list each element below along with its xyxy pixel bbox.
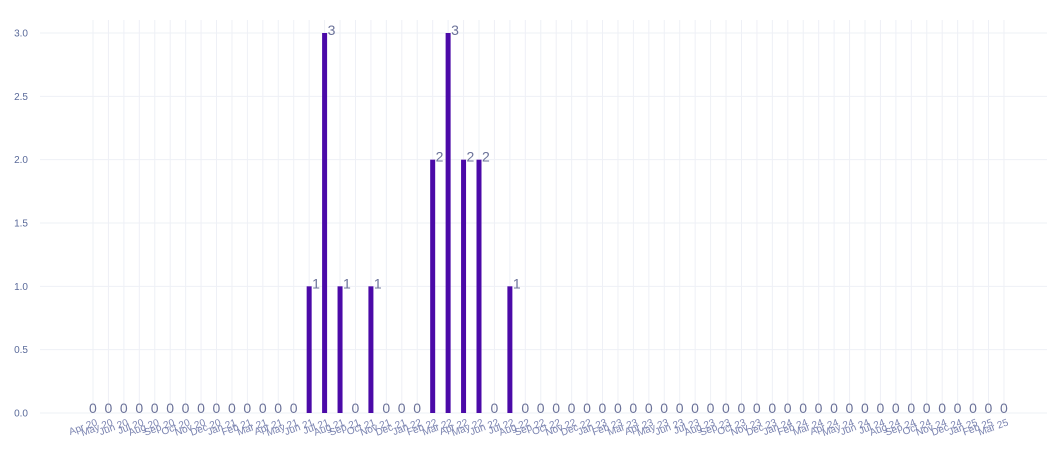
data-label: 0: [89, 400, 97, 416]
data-label: 0: [166, 400, 174, 416]
data-label: 0: [676, 400, 684, 416]
bar: [445, 33, 451, 413]
data-label: 1: [374, 275, 382, 291]
bar: [430, 159, 436, 413]
data-label: 0: [707, 400, 715, 416]
data-label: 3: [451, 22, 459, 38]
data-label: 0: [228, 400, 236, 416]
data-label: 0: [197, 400, 205, 416]
bar: [322, 33, 328, 413]
data-label: 0: [799, 400, 807, 416]
data-label: 0: [135, 400, 143, 416]
data-label: 0: [722, 400, 730, 416]
data-label: 0: [737, 400, 745, 416]
bar: [337, 286, 343, 413]
data-label: 0: [969, 400, 977, 416]
data-label: 0: [259, 400, 267, 416]
data-label: 0: [660, 400, 668, 416]
grid: [40, 20, 1047, 414]
data-label: 0: [243, 400, 251, 416]
data-label: 0: [521, 400, 529, 416]
y-tick-label: 2.5: [14, 92, 28, 103]
data-label: 0: [398, 400, 406, 416]
data-label: 2: [467, 149, 475, 165]
data-label: 3: [328, 22, 336, 38]
data-label: 0: [583, 400, 591, 416]
data-label: 0: [552, 400, 560, 416]
data-label: 0: [104, 400, 112, 416]
data-label: 0: [830, 400, 838, 416]
data-label: 0: [537, 400, 545, 416]
bar: [461, 159, 467, 413]
bar: [476, 159, 482, 413]
data-label: 0: [290, 400, 298, 416]
y-tick-label: 3.0: [14, 29, 28, 40]
data-label: 1: [513, 275, 521, 291]
data-label: 1: [343, 275, 351, 291]
data-label: 0: [876, 400, 884, 416]
data-label: 0: [274, 400, 282, 416]
data-label: 0: [985, 400, 993, 416]
data-label: 0: [691, 400, 699, 416]
bar: [368, 286, 374, 413]
data-label: 0: [351, 400, 359, 416]
y-tick-label: 0.0: [14, 409, 28, 420]
y-tick-label: 0.5: [14, 345, 28, 356]
data-label: 0: [568, 400, 576, 416]
data-label: 0: [815, 400, 823, 416]
bar: [507, 286, 513, 413]
bars: [306, 33, 513, 413]
data-label: 0: [599, 400, 607, 416]
data-label: 0: [629, 400, 637, 416]
data-label: 0: [645, 400, 653, 416]
data-label: 0: [753, 400, 761, 416]
data-label: 0: [938, 400, 946, 416]
y-tick-label: 2.0: [14, 155, 28, 166]
data-label: 0: [120, 400, 128, 416]
y-tick-label: 1.5: [14, 219, 28, 230]
data-label: 0: [954, 400, 962, 416]
data-label: 0: [413, 400, 421, 416]
data-label: 1: [312, 275, 320, 291]
bar: [306, 286, 312, 413]
data-label: 0: [1000, 400, 1008, 416]
data-label: 0: [784, 400, 792, 416]
data-label: 0: [182, 400, 190, 416]
data-label: 0: [213, 400, 221, 416]
y-tick-label: 1.0: [14, 282, 28, 293]
data-label: 2: [436, 149, 444, 165]
data-label: 0: [768, 400, 776, 416]
data-label: 0: [382, 400, 390, 416]
data-label: 0: [861, 400, 869, 416]
data-label: 0: [151, 400, 159, 416]
y-axis: 0.0 0.5 1.0 1.5 2.0 2.5 3.0: [14, 29, 28, 420]
data-label: 0: [490, 400, 498, 416]
data-label: 0: [846, 400, 854, 416]
data-label: 0: [614, 400, 622, 416]
data-label: 2: [482, 149, 490, 165]
data-label: 0: [907, 400, 915, 416]
data-label: 0: [923, 400, 931, 416]
data-label: 0: [892, 400, 900, 416]
